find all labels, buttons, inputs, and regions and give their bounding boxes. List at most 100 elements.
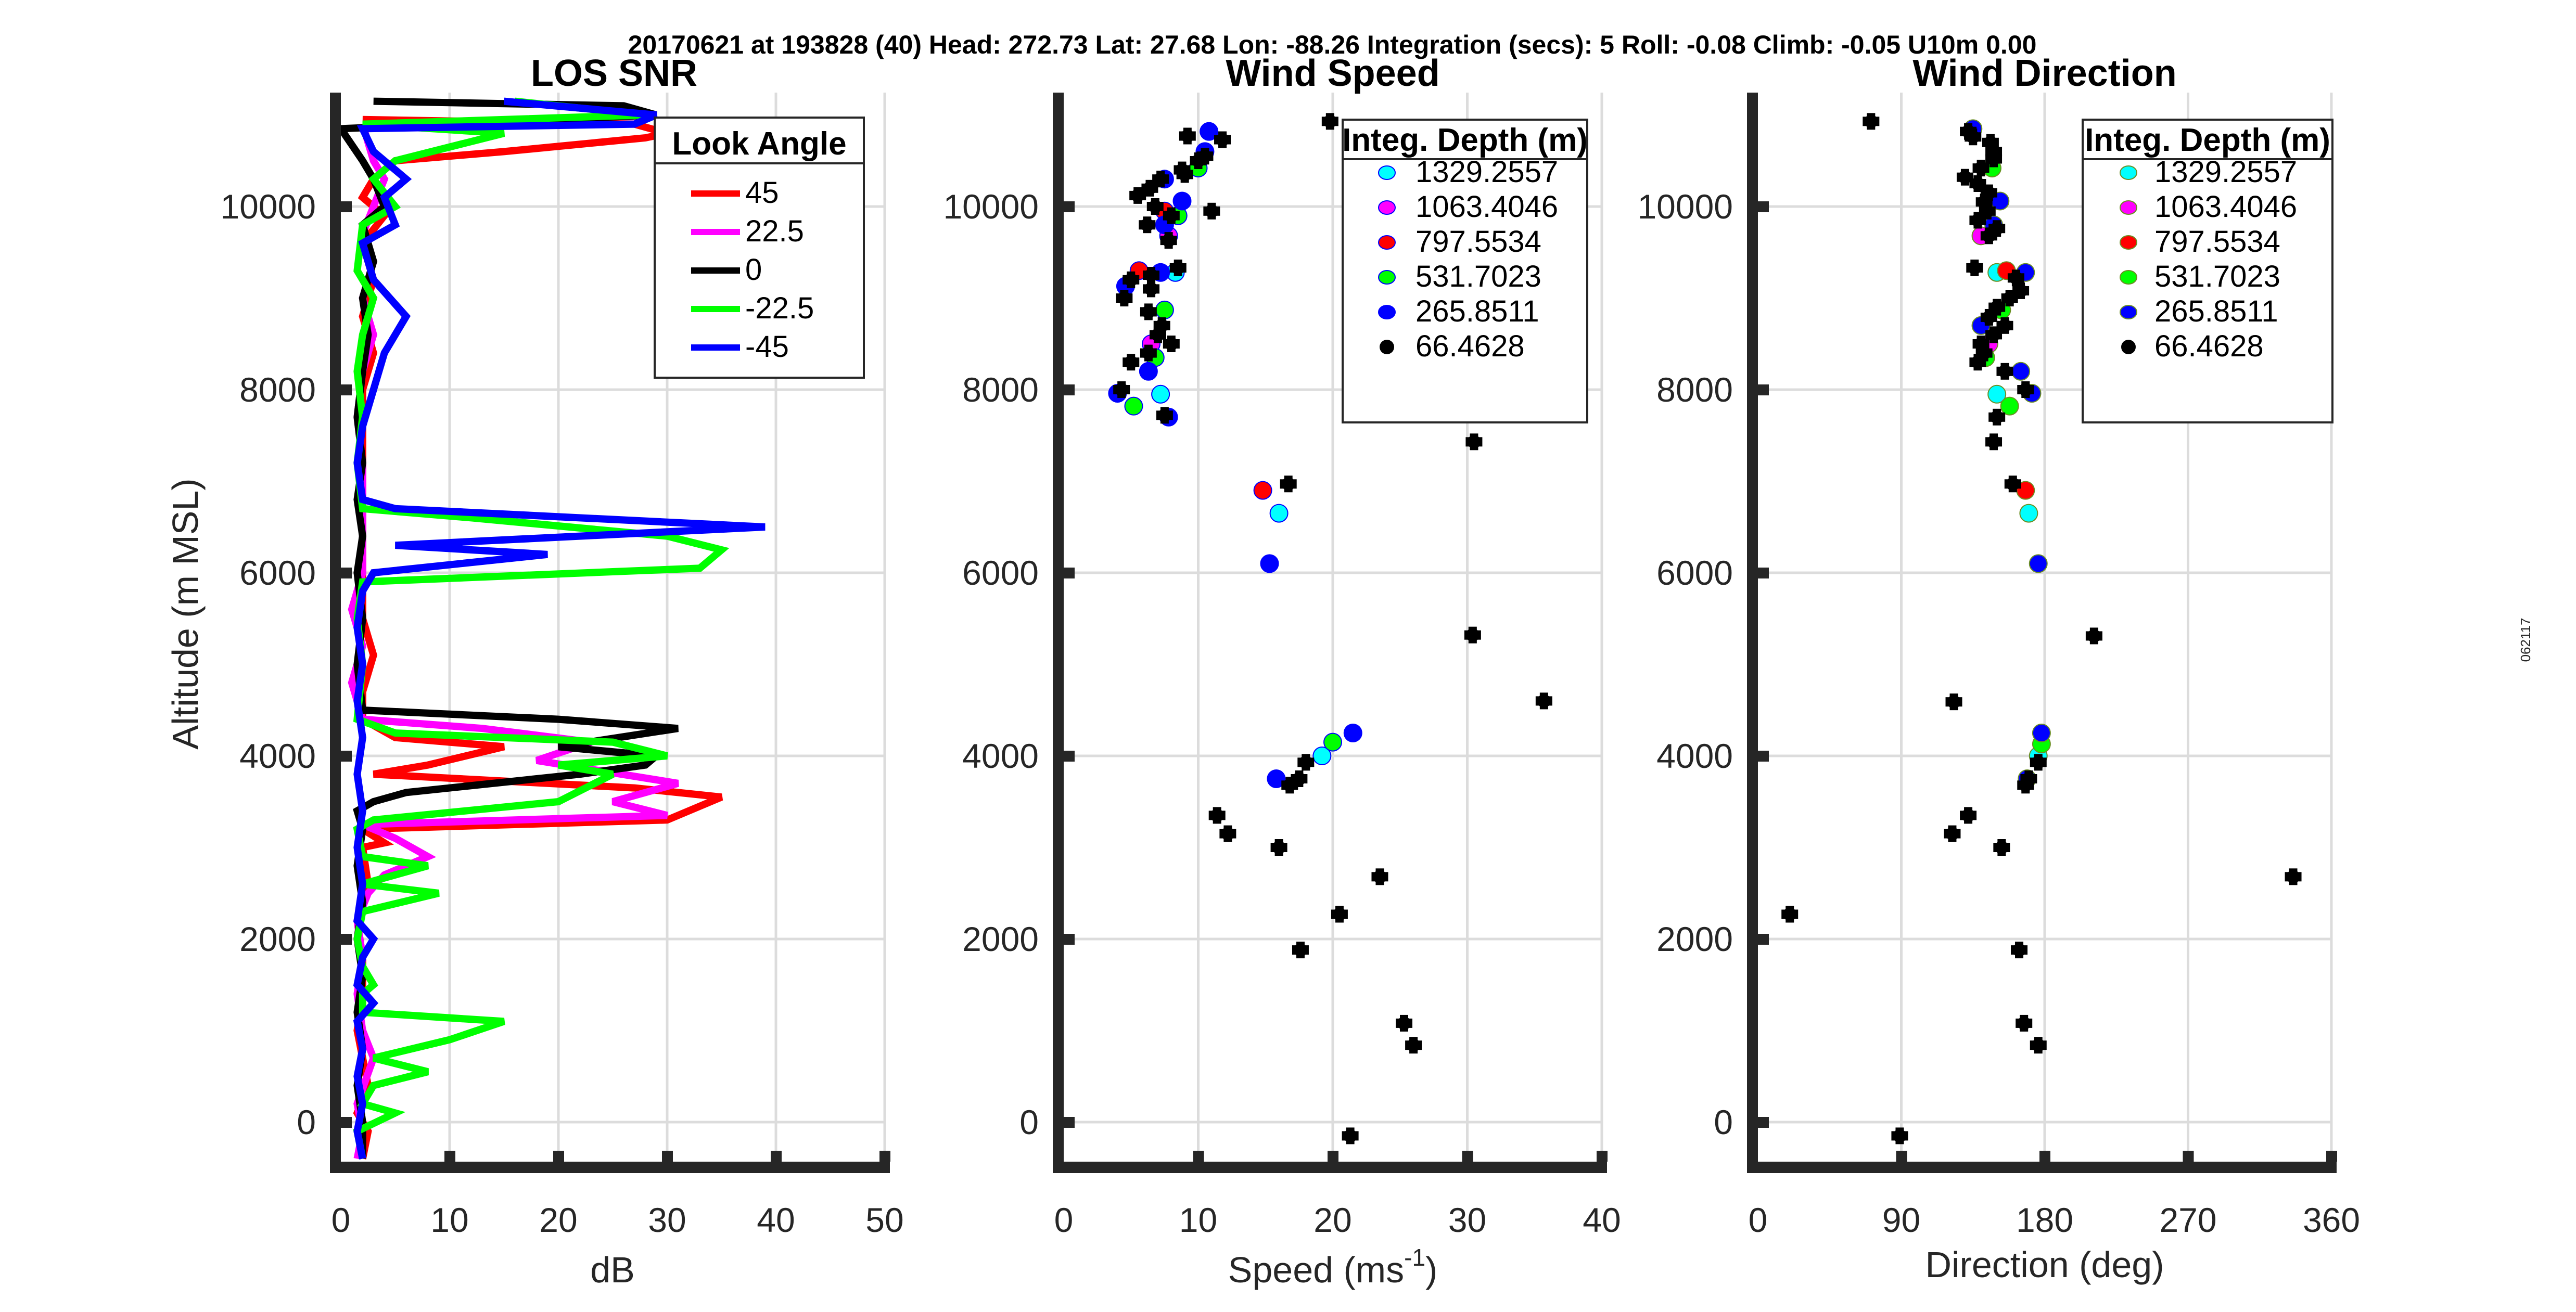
point-66.4628 <box>1988 408 2006 426</box>
legend-item-0: 0 <box>691 253 762 287</box>
x-axis-spine <box>1053 1162 1607 1173</box>
point-66.4628 <box>2030 1037 2047 1054</box>
point-66.4628 <box>1985 326 2003 343</box>
point-66.4628 <box>1281 777 1298 794</box>
point-66.4628 <box>1203 202 1220 220</box>
x-tick-label: 0 <box>1054 1201 1074 1239</box>
point-66.4628 <box>1270 839 1287 856</box>
los-snr-xlabel: dB <box>590 1250 635 1290</box>
point-66.4628 <box>1985 433 2003 451</box>
y-tick-label: 6000 <box>1656 554 1733 592</box>
legend-item-265.8511: 265.8511 <box>2120 294 2278 328</box>
y-axis-spine <box>330 93 341 1173</box>
x-tick-mark <box>2183 1151 2194 1162</box>
legend-label: 797.5534 <box>1415 225 1541 259</box>
point-66.4628 <box>2011 942 2028 959</box>
point-66.4628 <box>1140 303 1157 320</box>
y-tick-mark <box>1064 751 1075 762</box>
legend-swatch <box>2120 165 2137 180</box>
y-tick-label: 2000 <box>239 920 316 958</box>
legend-label: 66.4628 <box>2154 329 2264 363</box>
x-tick-label: 50 <box>865 1201 903 1239</box>
point-66.4628 <box>1123 354 1140 371</box>
legend-item-797.5534: 797.5534 <box>2120 225 2280 259</box>
point-66.4628 <box>1405 1037 1422 1054</box>
wind-speed-title: Wind Speed <box>1226 53 1439 94</box>
point-66.4628 <box>1143 267 1160 284</box>
y-tick-label: 4000 <box>1656 737 1733 775</box>
legend-title: Integ. Depth (m) <box>1342 122 1588 158</box>
x-tick-label: 10 <box>430 1201 468 1239</box>
legend-swatch <box>2120 305 2137 319</box>
point-66.4628 <box>1371 868 1388 885</box>
legend-item-1063.4046: 1063.4046 <box>2120 190 2297 224</box>
legend-label: 531.7023 <box>2154 260 2280 293</box>
y-tick-label: 6000 <box>239 554 316 592</box>
point-66.4628 <box>1163 336 1180 352</box>
point-66.4628 <box>1280 475 1297 493</box>
legend-swatch <box>1378 270 1396 285</box>
y-tick-label: 2000 <box>1656 920 1733 958</box>
point-66.4628 <box>1396 1014 1413 1032</box>
wind-direction-points <box>1781 113 2302 1144</box>
y-tick-mark <box>1758 934 1769 945</box>
legend-label: 265.8511 <box>1415 294 1539 328</box>
point-265.8511 <box>1260 554 1279 573</box>
y-tick-label: 0 <box>297 1103 316 1141</box>
x-tick-mark <box>2039 1151 2050 1162</box>
point-66.4628 <box>2004 475 2021 493</box>
x-tick-mark <box>444 1151 455 1162</box>
wind-speed-xlabel: Speed (ms-1) <box>1228 1244 1438 1290</box>
legend-title: Integ. Depth (m) <box>2085 122 2330 158</box>
xlabel-main: Speed (ms <box>1228 1250 1404 1290</box>
point-66.4628 <box>1980 308 1997 326</box>
point-66.4628 <box>1960 807 1977 824</box>
legend-label: -22.5 <box>745 291 814 325</box>
y-tick-label: 10000 <box>943 187 1039 226</box>
wind-speed-points <box>1108 113 1552 1144</box>
point-1329.2557 <box>2019 504 2038 523</box>
point-66.4628 <box>1980 227 1997 245</box>
legend-item-66.4628: 66.4628 <box>2121 329 2264 363</box>
y-tick-mark <box>341 201 352 212</box>
x-tick-label: 0 <box>1749 1201 1768 1239</box>
xlabel-superscript: -1 <box>1404 1244 1425 1271</box>
legend-label: 22.5 <box>745 214 804 248</box>
y-tick-label: 8000 <box>962 370 1039 409</box>
legend-item-531.7023: 531.7023 <box>1378 260 1541 293</box>
point-66.4628 <box>1174 161 1191 178</box>
legend-swatch <box>2120 270 2137 285</box>
point-66.4628 <box>1129 187 1146 204</box>
point-66.4628 <box>1292 942 1309 959</box>
point-66.4628 <box>1160 232 1177 249</box>
speed-legend: Integ. Depth (m) 1329.25571063.4046797.5… <box>1342 119 1588 423</box>
legend-swatch <box>2120 200 2137 215</box>
point-66.4628 <box>1116 290 1133 306</box>
point-66.4628 <box>1143 280 1160 298</box>
point-66.4628 <box>2030 754 2047 771</box>
point-66.4628 <box>2017 777 2034 794</box>
point-66.4628 <box>1985 150 2003 168</box>
wind-direction-axes: 0 90 180 270 360 0 2000 4000 6000 8000 10000 <box>1637 93 2360 1239</box>
y-tick-mark <box>341 934 352 945</box>
y-axis-spine <box>1747 93 1758 1173</box>
legend-swatch <box>1378 235 1396 250</box>
legend-label: 0 <box>745 253 762 287</box>
x-tick-mark <box>1896 1151 1907 1162</box>
y-axis-spine <box>1053 93 1064 1173</box>
point-66.4628 <box>1219 825 1236 842</box>
x-tick-label: 20 <box>1313 1201 1351 1239</box>
point-66.4628 <box>1945 693 1962 711</box>
y-tick-label: 10000 <box>1637 187 1733 226</box>
y-tick-mark <box>1064 1117 1075 1128</box>
point-1329.2557 <box>1987 384 2007 404</box>
point-265.8511 <box>1343 724 1362 742</box>
point-265.8511 <box>1139 362 1158 381</box>
legend-label: 797.5534 <box>2154 225 2280 259</box>
legend-label: 1329.2557 <box>1415 155 1558 189</box>
legend-swatch <box>1380 340 1394 354</box>
y-tick-label: 10000 <box>220 187 316 226</box>
x-tick-mark <box>771 1151 782 1162</box>
y-tick-mark <box>1758 1117 1769 1128</box>
point-66.4628 <box>1152 171 1169 188</box>
